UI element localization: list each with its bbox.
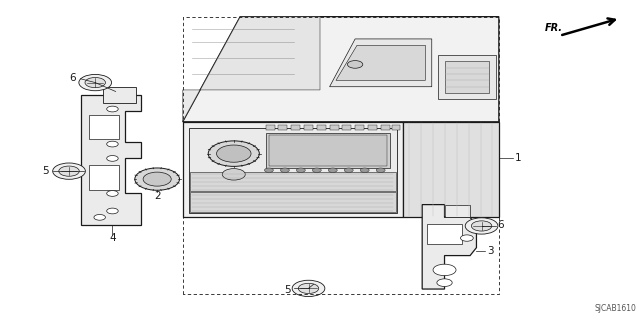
Text: 1: 1 (515, 153, 522, 164)
Text: 2: 2 (154, 191, 161, 201)
Circle shape (85, 77, 106, 88)
Circle shape (59, 166, 79, 176)
Circle shape (296, 168, 305, 172)
Polygon shape (438, 55, 495, 100)
Text: 3: 3 (487, 246, 494, 256)
Bar (355, 124, 364, 130)
Circle shape (107, 191, 118, 196)
Circle shape (376, 168, 385, 172)
Bar (428, 224, 463, 244)
Circle shape (471, 221, 492, 231)
Circle shape (344, 168, 353, 172)
Polygon shape (445, 61, 489, 93)
Bar (103, 87, 136, 103)
Polygon shape (403, 122, 499, 217)
Circle shape (298, 283, 319, 293)
Circle shape (107, 208, 118, 214)
Bar (278, 124, 287, 130)
Bar (190, 193, 396, 212)
Circle shape (312, 168, 321, 172)
Circle shape (107, 141, 118, 147)
Circle shape (79, 75, 111, 91)
Polygon shape (182, 17, 499, 122)
Polygon shape (330, 39, 432, 87)
Text: 5: 5 (42, 166, 49, 176)
Bar (189, 128, 397, 212)
Bar (381, 124, 390, 130)
Bar (269, 134, 387, 166)
Bar (266, 133, 390, 168)
Circle shape (52, 163, 85, 179)
Circle shape (264, 168, 273, 172)
Bar (266, 124, 275, 130)
Bar (445, 204, 470, 217)
Circle shape (94, 214, 106, 220)
Text: 6: 6 (497, 220, 504, 230)
Bar (368, 124, 377, 130)
Bar (392, 124, 401, 130)
Bar (89, 165, 120, 190)
Bar (89, 116, 120, 139)
Circle shape (208, 141, 259, 166)
Circle shape (107, 106, 118, 112)
Bar (330, 124, 339, 130)
Bar (342, 124, 351, 130)
Circle shape (328, 168, 337, 172)
Bar (190, 172, 396, 191)
Circle shape (348, 60, 363, 68)
Circle shape (437, 279, 452, 286)
Circle shape (143, 172, 172, 186)
Text: 4: 4 (109, 233, 116, 243)
Text: FR.: FR. (545, 23, 563, 33)
Polygon shape (81, 95, 141, 225)
Polygon shape (422, 204, 476, 289)
Circle shape (107, 156, 118, 161)
Circle shape (433, 264, 456, 276)
Circle shape (216, 145, 251, 162)
Circle shape (465, 218, 498, 234)
Polygon shape (336, 45, 426, 80)
Bar (291, 124, 300, 130)
Polygon shape (182, 122, 403, 217)
Circle shape (280, 168, 289, 172)
Text: 5: 5 (285, 285, 291, 295)
Circle shape (292, 280, 325, 297)
Circle shape (360, 168, 369, 172)
Text: SJCAB1610: SJCAB1610 (594, 304, 636, 313)
Circle shape (461, 235, 473, 241)
Text: 6: 6 (69, 73, 76, 83)
Polygon shape (182, 17, 320, 122)
Circle shape (135, 168, 179, 190)
Bar (317, 124, 326, 130)
Circle shape (222, 169, 245, 180)
Bar (304, 124, 313, 130)
